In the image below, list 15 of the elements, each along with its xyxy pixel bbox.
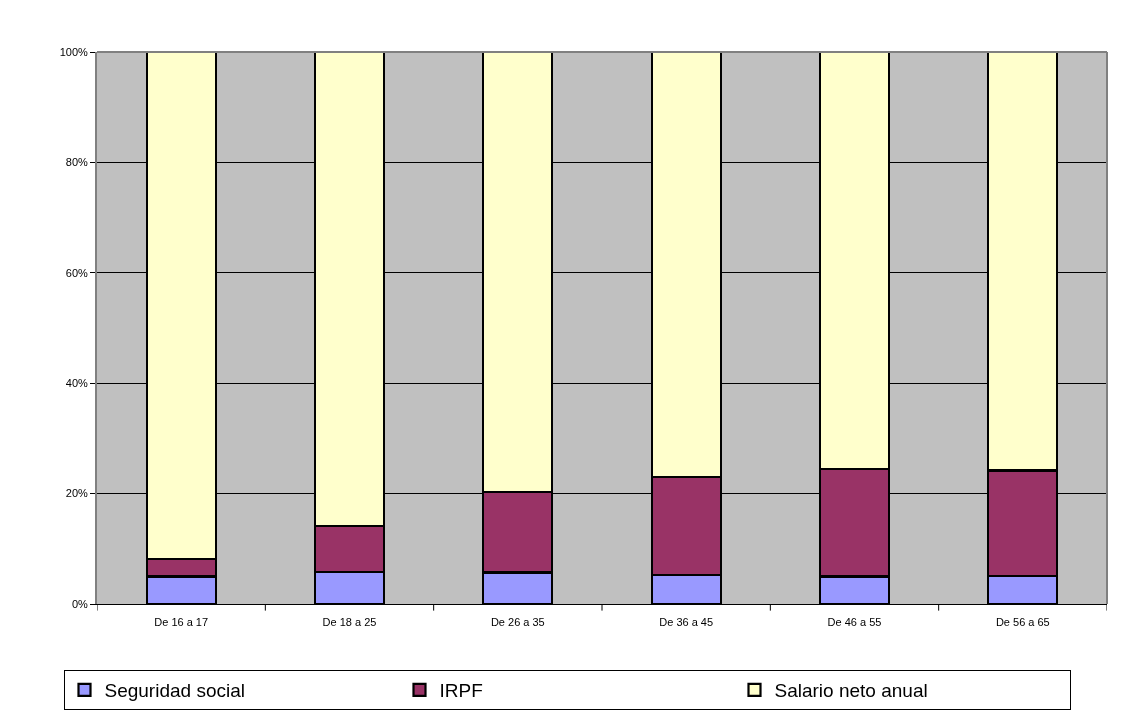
x-tick-label: De 46 a 55 [827,616,882,629]
y-tick-label: 20% [65,487,88,500]
x-tick-label: De 56 a 65 [995,616,1050,629]
legend-label: IRPF [439,680,483,702]
y-tick-label: 40% [65,377,88,390]
legend-label: Seguridad social [104,680,245,702]
x-tick-label: De 16 a 17 [154,616,209,629]
x-tick-label: De 18 a 25 [322,616,377,629]
x-tick-label: De 26 a 35 [490,616,545,629]
y-tick-label: 0% [71,597,89,610]
y-tick-label: 60% [65,266,88,279]
legend-label: Salario neto anual [774,680,928,702]
x-tick-label: De 36 a 45 [659,616,714,629]
y-tick-label: 80% [65,156,88,169]
y-tick-label: 100% [59,45,89,58]
